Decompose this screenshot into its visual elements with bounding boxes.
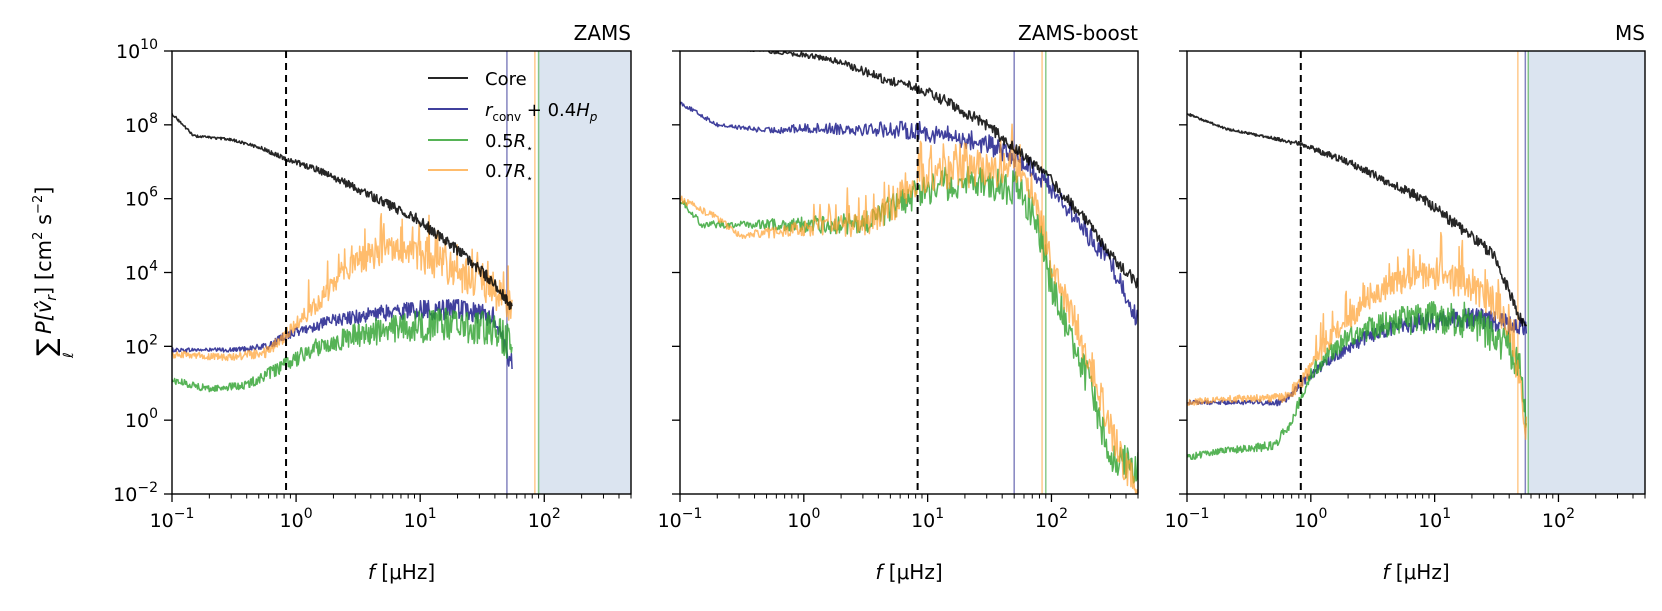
x-tick-label: 102 xyxy=(528,506,561,532)
legend-rconv-tail: + 0.4 xyxy=(521,100,576,121)
y-axis-label: ∑ ℓ P[v̂r] [cm2 s−2] xyxy=(31,187,77,359)
ylabel-units: ] [cm xyxy=(32,240,56,295)
ylabel-sum: ∑ xyxy=(32,338,62,356)
y-tick-label: 104 xyxy=(125,259,158,285)
legend-label-r05: 0.5R⋆ xyxy=(485,131,533,155)
y-tick-label: 100 xyxy=(125,406,158,432)
x-tick-label: 10−1 xyxy=(658,506,703,532)
ylabel-main: P[v̂ xyxy=(32,300,56,334)
plot-area xyxy=(172,51,631,494)
panel-zams: 10−1 100 101 102 10−2 100 102 104 106 108 1010 f [μ… xyxy=(113,21,632,584)
legend-r07-sub: ⋆ xyxy=(526,172,533,185)
series-core xyxy=(743,51,1138,289)
ylabel-close: ] xyxy=(32,187,56,195)
x-tick-label: 10−1 xyxy=(1165,506,1210,532)
series-rconv xyxy=(680,101,1138,326)
x-tick-label: 101 xyxy=(404,506,437,532)
legend-rconv-tail2sub: p xyxy=(589,110,598,124)
series-r05 xyxy=(1187,301,1528,461)
panel-title: ZAMS xyxy=(574,21,631,45)
ylabel-r: r xyxy=(44,294,60,301)
x-tick-label: 100 xyxy=(787,506,820,532)
x-axis-label: f [μHz] xyxy=(368,560,435,584)
y-tick-label: 102 xyxy=(125,332,158,358)
series-r07 xyxy=(1187,231,1528,440)
plot-area xyxy=(680,51,1138,494)
legend-r05-main: 0.5 xyxy=(485,131,514,152)
legend-label-rconv: rconv + 0.4Hp xyxy=(485,100,598,124)
series-r05 xyxy=(172,307,513,393)
series-core xyxy=(172,113,513,311)
panel-ms: 10−1 100 101 102 f [μHz] MS xyxy=(1165,21,1646,584)
series-r07 xyxy=(680,123,1138,494)
legend-label-r07: 0.7R⋆ xyxy=(485,161,533,185)
legend-r07-main: 0.7 xyxy=(485,161,514,182)
x-tick-label: 101 xyxy=(911,506,944,532)
legend-rconv-sub: conv xyxy=(492,110,521,124)
x-tick-label: 100 xyxy=(280,506,313,532)
shaded-region xyxy=(1528,51,1645,494)
legend-r05-var: R xyxy=(514,131,527,152)
legend-rconv-tail2: H xyxy=(576,100,590,121)
y-tick-label: 10−2 xyxy=(113,480,158,506)
series-core xyxy=(1187,113,1528,327)
axes-frame xyxy=(679,50,1139,495)
panel-title: ZAMS-boost xyxy=(1018,21,1138,45)
plot-area xyxy=(1187,51,1645,494)
panel-title: MS xyxy=(1615,21,1645,45)
legend-label-core: Core xyxy=(485,69,527,90)
ylabel-supm2: −2 xyxy=(31,195,46,214)
legend-rconv-main: r xyxy=(485,100,494,121)
legend-r07-var: R xyxy=(514,161,527,182)
series-rconv xyxy=(172,299,513,370)
legend: Core rconv + 0.4Hp 0.5R⋆ 0.7R⋆ xyxy=(428,69,598,185)
y-tick-label: 1010 xyxy=(116,37,158,63)
ylabel-sub: ℓ xyxy=(61,352,77,359)
ylabel-s: s xyxy=(32,214,56,232)
y-tick-label: 106 xyxy=(125,185,158,211)
y-tick-label: 108 xyxy=(125,111,158,137)
series-r05 xyxy=(680,165,1138,484)
ylabel-sup2: 2 xyxy=(31,232,46,240)
x-tick-label: 100 xyxy=(1294,506,1327,532)
x-tick-label: 102 xyxy=(1542,506,1575,532)
panel-zams-boost: 10−1 100 101 102 f [μHz] ZAMS-boost xyxy=(658,21,1139,584)
ylabel-text: P[v̂r] [cm2 s−2] xyxy=(31,187,60,334)
x-tick-label: 101 xyxy=(1418,506,1451,532)
x-tick-label: 102 xyxy=(1035,506,1068,532)
x-tick-label: 10−1 xyxy=(150,506,195,532)
x-axis-label: f [μHz] xyxy=(875,560,942,584)
shaded-region xyxy=(538,51,631,494)
x-axis-label: f [μHz] xyxy=(1382,560,1449,584)
series-r07 xyxy=(172,213,513,362)
legend-r05-sub: ⋆ xyxy=(526,142,533,155)
